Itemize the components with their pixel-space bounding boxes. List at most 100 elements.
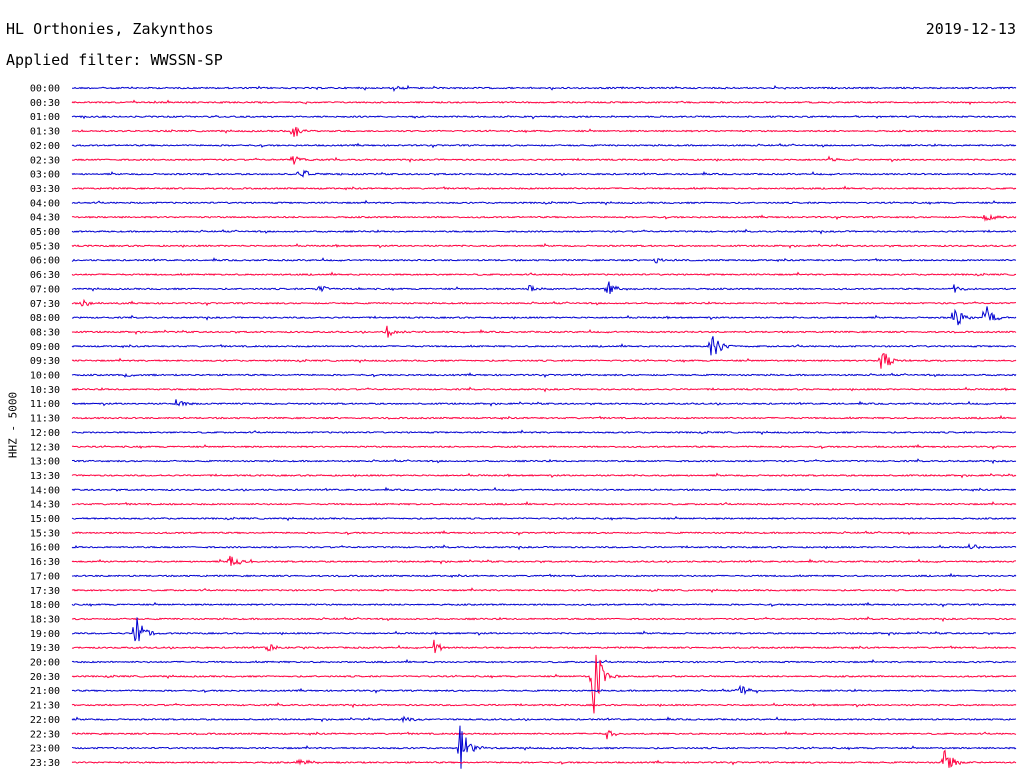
tick-label: 20:00 (30, 658, 60, 669)
trace-line (71, 501, 1017, 506)
trace-line (71, 399, 1017, 407)
trace-line (71, 298, 1017, 307)
tick-label: 10:30 (30, 385, 60, 396)
tick-label: 15:30 (30, 528, 60, 539)
tick-label: 14:30 (30, 500, 60, 511)
tick-label: 04:00 (30, 198, 60, 209)
tick-label: 03:00 (30, 170, 60, 181)
tick-label: 22:00 (30, 715, 60, 726)
trace-line (71, 372, 1017, 379)
tick-label: 02:30 (30, 155, 60, 166)
tick-label: 06:30 (30, 270, 60, 281)
tick-label: 05:00 (30, 227, 60, 238)
trace-line (71, 639, 1017, 654)
tick-label: 19:30 (30, 643, 60, 654)
trace-line (71, 617, 1017, 642)
trace-line (71, 429, 1017, 436)
tick-label: 19:00 (30, 629, 60, 640)
tick-label: 10:00 (30, 371, 60, 382)
tick-label: 13:30 (30, 471, 60, 482)
trace-line (71, 515, 1017, 522)
trace-line (71, 542, 1017, 551)
trace-line (71, 530, 1017, 536)
tick-label: 07:30 (30, 299, 60, 310)
tick-label: 17:00 (30, 571, 60, 582)
tick-label: 23:00 (30, 744, 60, 755)
tick-label: 05:30 (30, 241, 60, 252)
trace-line (71, 555, 1017, 566)
trace-line (71, 114, 1017, 120)
trace-line (71, 126, 1017, 137)
trace-line (71, 325, 1017, 338)
trace-line (72, 155, 1017, 165)
tick-label: 21:00 (30, 686, 60, 697)
trace-line (71, 616, 1017, 623)
tick-label: 11:30 (30, 414, 60, 425)
trace-group (71, 84, 1017, 769)
trace-line (71, 336, 1017, 356)
trace-line (71, 684, 1017, 696)
tick-label: 20:30 (30, 672, 60, 683)
tick-label: 07:00 (30, 284, 60, 295)
trace-line (71, 486, 1017, 492)
trace-line (71, 749, 1017, 768)
trace-line (71, 386, 1017, 393)
tick-label: 08:00 (30, 313, 60, 324)
trace-line (71, 725, 1017, 769)
filter-label: Applied filter: WWSSN-SP (6, 51, 223, 69)
record-date: 2019-12-13 (925, 20, 1016, 38)
trace-line (71, 587, 1017, 593)
trace-line (71, 242, 1017, 249)
trace-line (71, 601, 1017, 608)
trace-line (71, 257, 1017, 264)
trace-line (71, 142, 1017, 149)
tick-label: 01:30 (30, 127, 60, 138)
tick-label: 00:30 (30, 98, 60, 109)
trace-line (71, 281, 1017, 294)
tick-label-group: 00:00 00:30 01:00 01:30 02:00 02:30 03:00 03:30… (30, 84, 60, 769)
tick-label: 01:00 (30, 112, 60, 123)
tick-label: 15:00 (30, 514, 60, 525)
trace-line (71, 414, 1017, 421)
trace-line (71, 84, 1017, 92)
tick-label: 17:30 (30, 586, 60, 597)
trace-line (71, 458, 1017, 465)
trace-line (71, 658, 1017, 664)
tick-label: 06:00 (30, 256, 60, 267)
trace-line (71, 228, 1017, 235)
tick-label: 21:30 (30, 701, 60, 712)
tick-label: 18:00 (30, 600, 60, 611)
tick-label: 02:00 (30, 141, 60, 152)
tick-label: 08:30 (30, 327, 60, 338)
trace-line (71, 702, 1017, 709)
tick-label: 09:30 (30, 356, 60, 367)
trace-line (71, 472, 1017, 479)
tick-label: 12:00 (30, 428, 60, 439)
trace-line (71, 306, 1017, 326)
trace-line (71, 654, 1017, 714)
tick-label: 14:00 (30, 485, 60, 496)
trace-line (71, 715, 1017, 724)
tick-label: 00:00 (30, 84, 60, 95)
tick-label: 04:30 (30, 213, 60, 224)
trace-line (71, 729, 1017, 740)
tick-label: 13:00 (30, 457, 60, 468)
trace-line (71, 443, 1017, 450)
tick-label: 22:30 (30, 729, 60, 740)
trace-line (71, 352, 1017, 369)
tick-label: 23:30 (30, 758, 60, 769)
trace-line (71, 271, 1017, 277)
trace-line (71, 185, 1017, 191)
trace-line (71, 199, 1017, 206)
station-title: HL Orthonies, Zakynthos (6, 20, 214, 38)
tick-label: 09:00 (30, 342, 60, 353)
tick-label: 18:30 (30, 614, 60, 625)
tick-label: 12:30 (30, 442, 60, 453)
tick-label: 11:00 (30, 399, 60, 410)
trace-line (71, 169, 1017, 178)
tick-label: 16:30 (30, 557, 60, 568)
trace-line (71, 99, 1017, 106)
y-axis-label: HHZ - 5000 (6, 391, 20, 459)
tick-label: 03:30 (30, 184, 60, 195)
